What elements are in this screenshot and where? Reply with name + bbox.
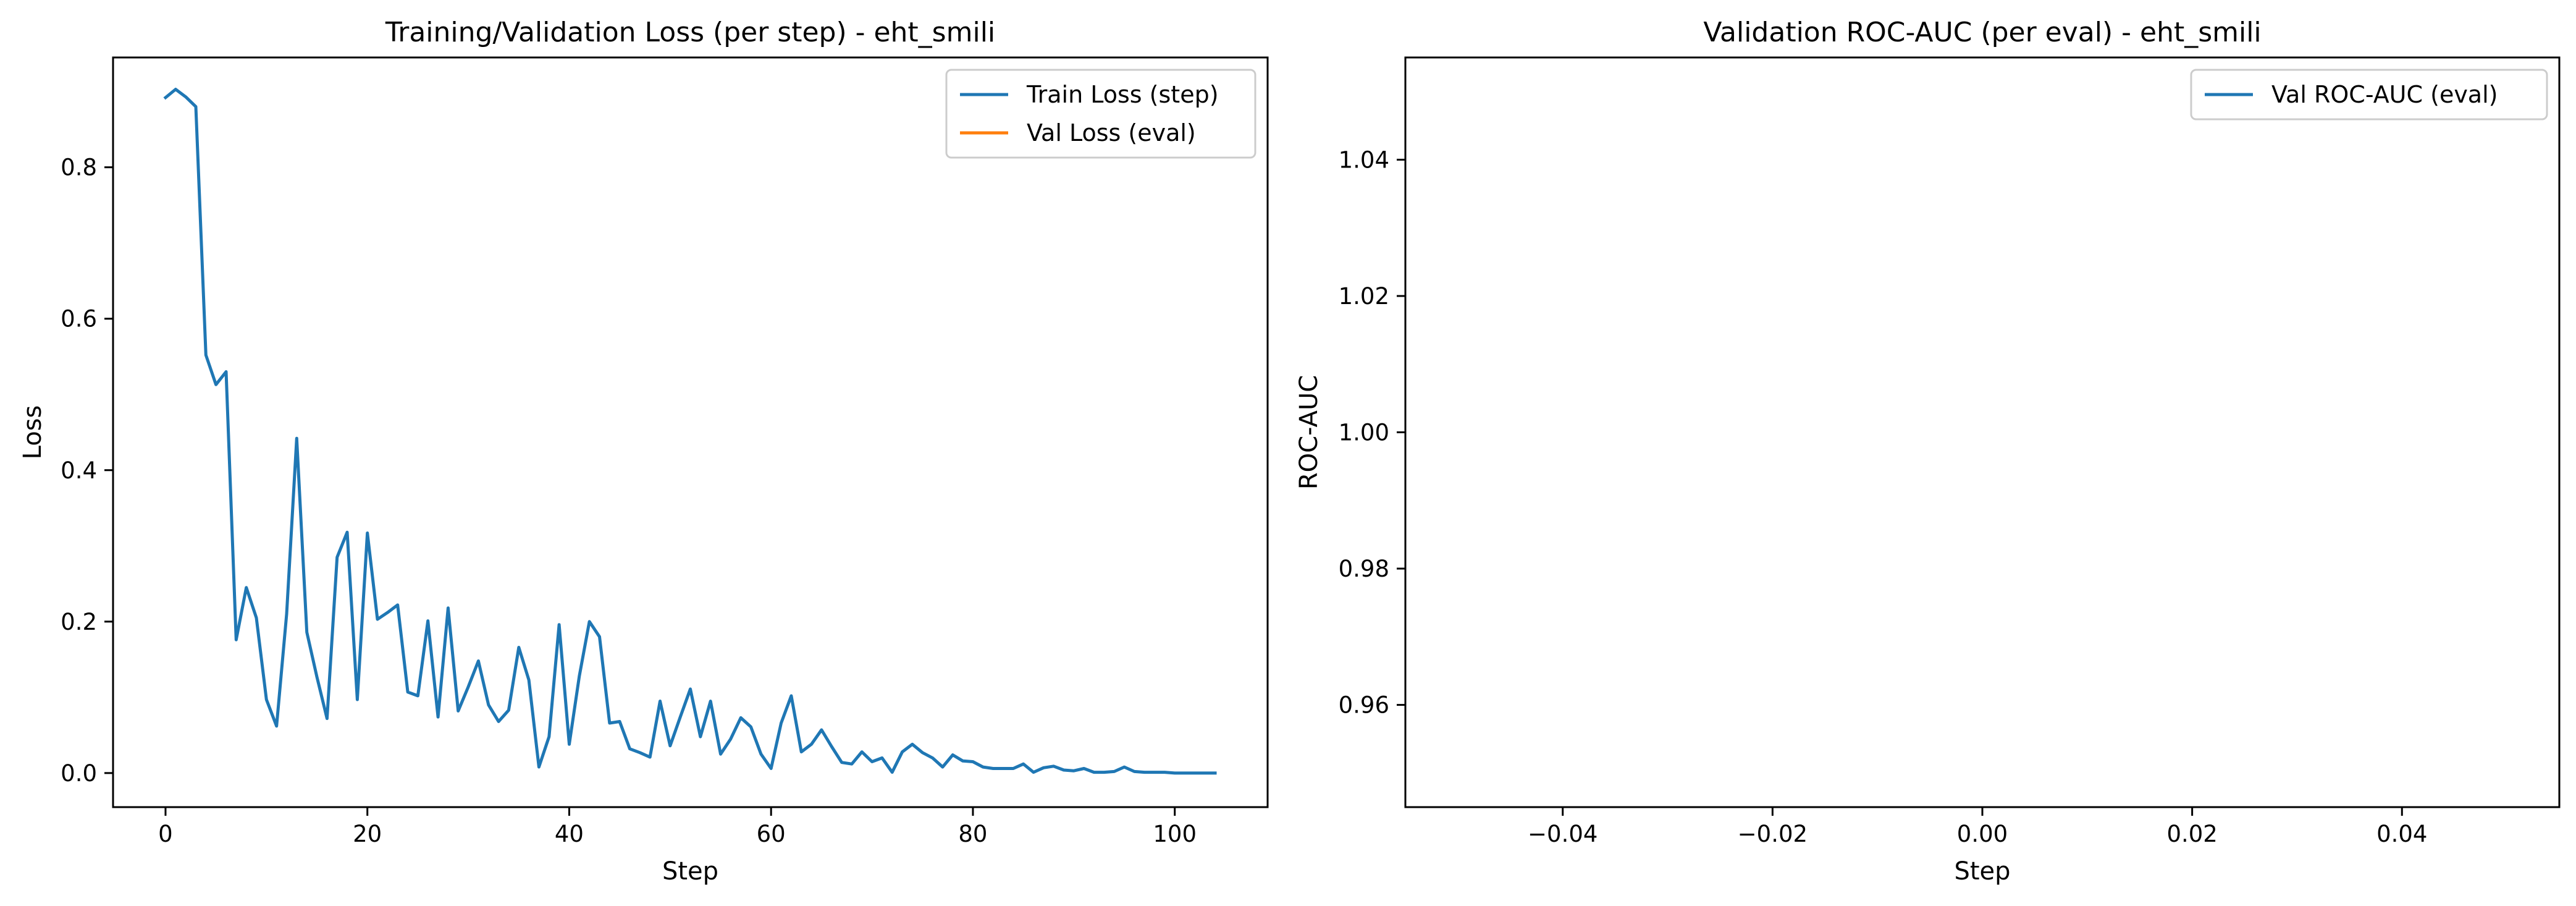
y-axis-label: ROC-AUC <box>1295 375 1323 489</box>
roc-auc-chart: Validation ROC-AUC (per eval) - eht_smil… <box>1295 17 2561 886</box>
x-tick-label: 40 <box>555 821 584 847</box>
legend-label-1: Val Loss (eval) <box>1027 119 1196 146</box>
x-tick-label: −0.04 <box>1528 821 1597 847</box>
y-tick-label: 0.2 <box>61 609 97 635</box>
chart-title: Validation ROC-AUC (per eval) - eht_smil… <box>1703 17 2261 48</box>
y-tick-label: 0.0 <box>61 760 97 787</box>
x-tick-label: −0.02 <box>1738 821 1808 847</box>
axes-frame <box>112 56 1269 808</box>
x-tick-label: 0.00 <box>1957 821 2008 847</box>
y-tick-label: 0.8 <box>61 155 97 181</box>
x-tick-label: 0.02 <box>2166 821 2217 847</box>
loss-chart: Training/Validation Loss (per step) - eh… <box>19 17 1269 886</box>
y-tick-label: 1.04 <box>1339 146 1389 173</box>
x-tick-label: 60 <box>757 821 786 847</box>
y-axis-label: Loss <box>19 405 47 460</box>
y-tick-label: 1.00 <box>1339 420 1389 446</box>
y-tick-label: 0.98 <box>1339 556 1389 582</box>
legend-label-0: Val ROC-AUC (eval) <box>2271 81 2498 108</box>
y-tick-label: 0.4 <box>61 457 97 484</box>
y-tick-label: 0.6 <box>61 306 97 332</box>
y-tick-label: 1.02 <box>1339 283 1389 310</box>
legend-box <box>945 69 1256 159</box>
y-tick-label: 0.96 <box>1339 692 1389 719</box>
x-tick-label: 0.04 <box>2376 821 2427 847</box>
legend-box <box>2190 69 2548 121</box>
legend-label-0: Train Loss (step) <box>1026 81 1219 108</box>
chart-title: Training/Validation Loss (per step) - eh… <box>385 17 995 48</box>
series-line-0 <box>163 88 1217 775</box>
x-tick-label: 100 <box>1153 821 1197 847</box>
x-tick-label: 20 <box>353 821 382 847</box>
x-tick-label: 80 <box>958 821 987 847</box>
x-axis-label: Step <box>662 857 718 886</box>
x-axis-label: Step <box>1954 857 2010 886</box>
x-tick-label: 0 <box>158 821 173 847</box>
